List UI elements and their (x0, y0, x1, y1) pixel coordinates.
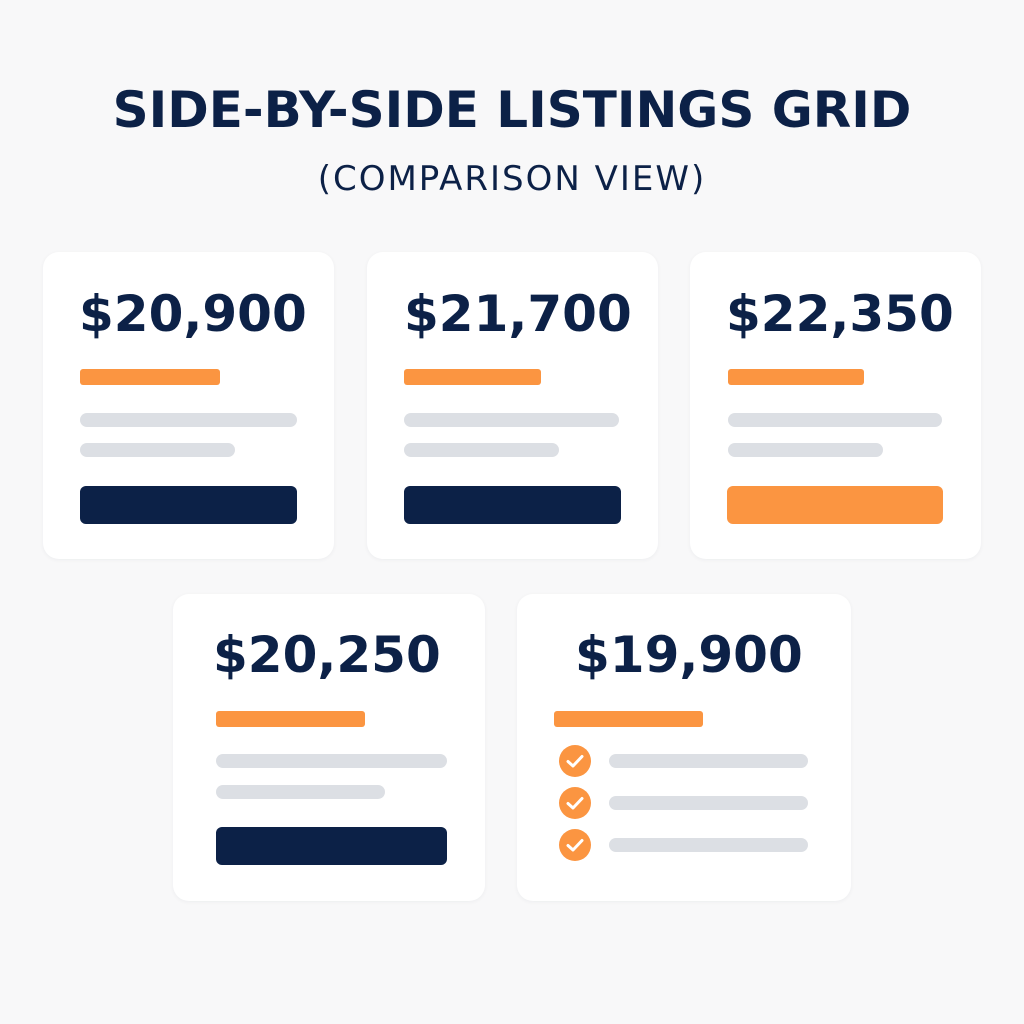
listing-accent-bar (404, 369, 541, 385)
listing-price: $22,350 (726, 285, 954, 343)
listing-accent-bar (728, 369, 864, 385)
listing-price: $21,700 (404, 285, 632, 343)
listing-text-placeholder (404, 443, 559, 457)
listing-price: $19,900 (575, 626, 803, 684)
check-icon (559, 745, 591, 777)
feature-text-placeholder (609, 754, 808, 768)
listing-text-placeholder (728, 413, 942, 427)
listing-action-button[interactable] (404, 486, 621, 524)
listing-price: $20,900 (79, 285, 307, 343)
listing-card-2[interactable]: $21,700 (367, 252, 658, 559)
listing-action-button[interactable] (80, 486, 297, 524)
listing-text-placeholder (216, 785, 385, 799)
listing-text-placeholder (216, 754, 447, 768)
listing-card-1[interactable]: $20,900 (43, 252, 334, 559)
feature-text-placeholder (609, 838, 808, 852)
listing-text-placeholder (404, 413, 619, 427)
listing-action-button[interactable] (727, 486, 943, 524)
listing-card-4[interactable]: $20,250 (173, 594, 485, 901)
listing-text-placeholder (728, 443, 883, 457)
listing-action-button[interactable] (216, 827, 447, 865)
listing-card-5[interactable]: $19,900 (517, 594, 851, 901)
listing-text-placeholder (80, 443, 235, 457)
listing-text-placeholder (80, 413, 297, 427)
listing-accent-bar (80, 369, 220, 385)
listing-card-3[interactable]: $22,350 (690, 252, 981, 559)
feature-text-placeholder (609, 796, 808, 810)
listing-price: $20,250 (213, 626, 441, 684)
listing-accent-bar (554, 711, 703, 727)
page-title: SIDE-BY-SIDE LISTINGS GRID (112, 81, 912, 139)
page-subtitle: (COMPARISON VIEW) (317, 159, 707, 199)
listing-accent-bar (216, 711, 365, 727)
check-icon (559, 829, 591, 861)
check-icon (559, 787, 591, 819)
